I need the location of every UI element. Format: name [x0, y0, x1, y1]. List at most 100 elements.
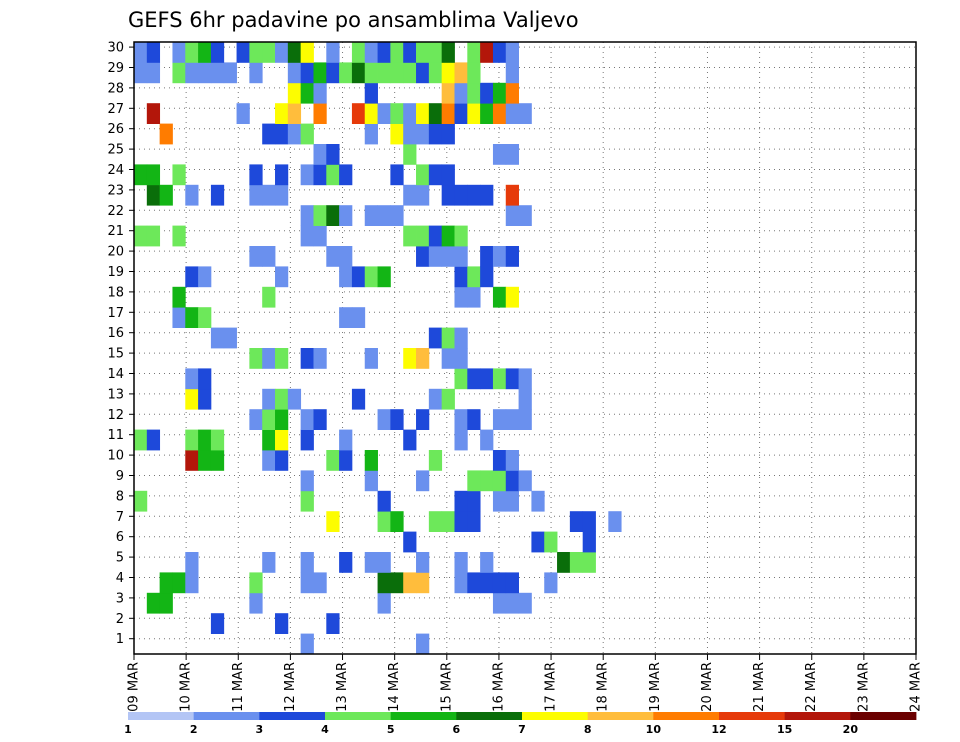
- data-cell: [416, 103, 430, 124]
- x-tick-label: 13 MAR: [335, 662, 350, 712]
- data-cell: [313, 409, 327, 430]
- y-tick-label: 27: [107, 102, 124, 117]
- legend-swatch: [850, 712, 917, 720]
- data-cell: [467, 184, 481, 206]
- data-cell: [339, 205, 353, 226]
- data-cell: [364, 348, 378, 369]
- y-tick-label: 16: [107, 326, 124, 341]
- legend-swatch: [259, 712, 326, 720]
- data-cell: [428, 42, 443, 63]
- y-tick-label: 13: [107, 387, 124, 402]
- data-cells: [134, 42, 622, 655]
- data-cell: [428, 511, 443, 532]
- data-cell: [249, 62, 263, 84]
- data-cell: [518, 388, 532, 410]
- data-cell: [364, 450, 378, 471]
- legend-swatch: [653, 712, 720, 720]
- data-cell: [377, 103, 391, 124]
- data-cell: [249, 42, 263, 63]
- data-cell: [287, 103, 302, 124]
- data-cell: [185, 572, 199, 594]
- data-cell: [223, 327, 237, 349]
- data-cell: [134, 42, 148, 63]
- y-tick-label: 25: [107, 143, 124, 158]
- data-cell: [275, 103, 289, 124]
- data-cell: [300, 62, 314, 84]
- data-cell: [454, 246, 468, 267]
- data-cell: [416, 552, 430, 573]
- data-cell: [326, 42, 340, 63]
- data-cell: [339, 429, 353, 451]
- data-cell: [326, 246, 340, 267]
- data-cell: [454, 327, 468, 349]
- data-cell: [313, 62, 327, 84]
- data-cell: [480, 266, 494, 288]
- y-tick-label: 1: [116, 632, 124, 647]
- data-cell: [185, 62, 199, 84]
- data-cell: [159, 184, 173, 206]
- data-cell: [262, 348, 276, 369]
- data-cell: [146, 62, 161, 84]
- data-cell: [210, 327, 225, 349]
- data-cell: [198, 368, 212, 390]
- data-cell: [172, 307, 186, 328]
- data-cell: [351, 103, 366, 124]
- data-cell: [441, 82, 455, 104]
- data-cell: [531, 490, 545, 512]
- data-cell: [300, 348, 314, 369]
- data-cell: [275, 409, 289, 430]
- data-cell: [467, 62, 481, 84]
- data-cell: [339, 552, 353, 573]
- data-cell: [351, 388, 366, 410]
- y-tick-label: 2: [116, 612, 124, 627]
- data-cell: [416, 572, 430, 594]
- data-cell: [339, 62, 353, 84]
- data-cell: [185, 388, 199, 410]
- data-cell: [505, 62, 519, 84]
- data-cell: [262, 286, 276, 308]
- data-cell: [287, 123, 302, 145]
- y-tick-label: 7: [116, 510, 124, 525]
- data-cell: [326, 164, 340, 186]
- data-cell: [492, 450, 507, 471]
- data-cell: [403, 429, 417, 451]
- data-cell: [172, 572, 186, 594]
- data-cell: [198, 307, 212, 328]
- data-cell: [505, 450, 519, 471]
- y-tick-label: 30: [107, 41, 124, 56]
- data-cell: [505, 368, 519, 390]
- y-tick-label: 17: [107, 306, 124, 321]
- data-cell: [134, 225, 148, 247]
- data-cell: [416, 633, 430, 655]
- x-tick-label: 23 MAR: [856, 662, 871, 712]
- data-cell: [159, 592, 173, 614]
- y-tick-label: 11: [107, 428, 124, 443]
- data-cell: [390, 42, 404, 63]
- data-cell: [480, 103, 494, 124]
- data-cell: [210, 429, 225, 451]
- data-cell: [146, 103, 161, 124]
- data-cell: [518, 103, 532, 124]
- data-cell: [403, 42, 417, 63]
- data-cell: [416, 184, 430, 206]
- data-cell: [505, 470, 519, 492]
- legend-swatch: [193, 712, 260, 720]
- x-tick-label: 20 MAR: [700, 662, 715, 712]
- data-cell: [428, 246, 443, 267]
- data-cell: [275, 429, 289, 451]
- data-cell: [377, 62, 391, 84]
- data-cell: [467, 82, 481, 104]
- data-cell: [339, 164, 353, 186]
- data-cell: [480, 246, 494, 267]
- data-cell: [210, 613, 225, 634]
- data-cell: [146, 592, 161, 614]
- data-cell: [428, 123, 443, 145]
- data-cell: [262, 429, 276, 451]
- data-cell: [262, 388, 276, 410]
- y-tick-label: 20: [107, 245, 124, 260]
- data-cell: [428, 62, 443, 84]
- data-cell: [313, 348, 327, 369]
- data-cell: [287, 82, 302, 104]
- data-cell: [492, 144, 507, 165]
- data-cell: [608, 511, 622, 532]
